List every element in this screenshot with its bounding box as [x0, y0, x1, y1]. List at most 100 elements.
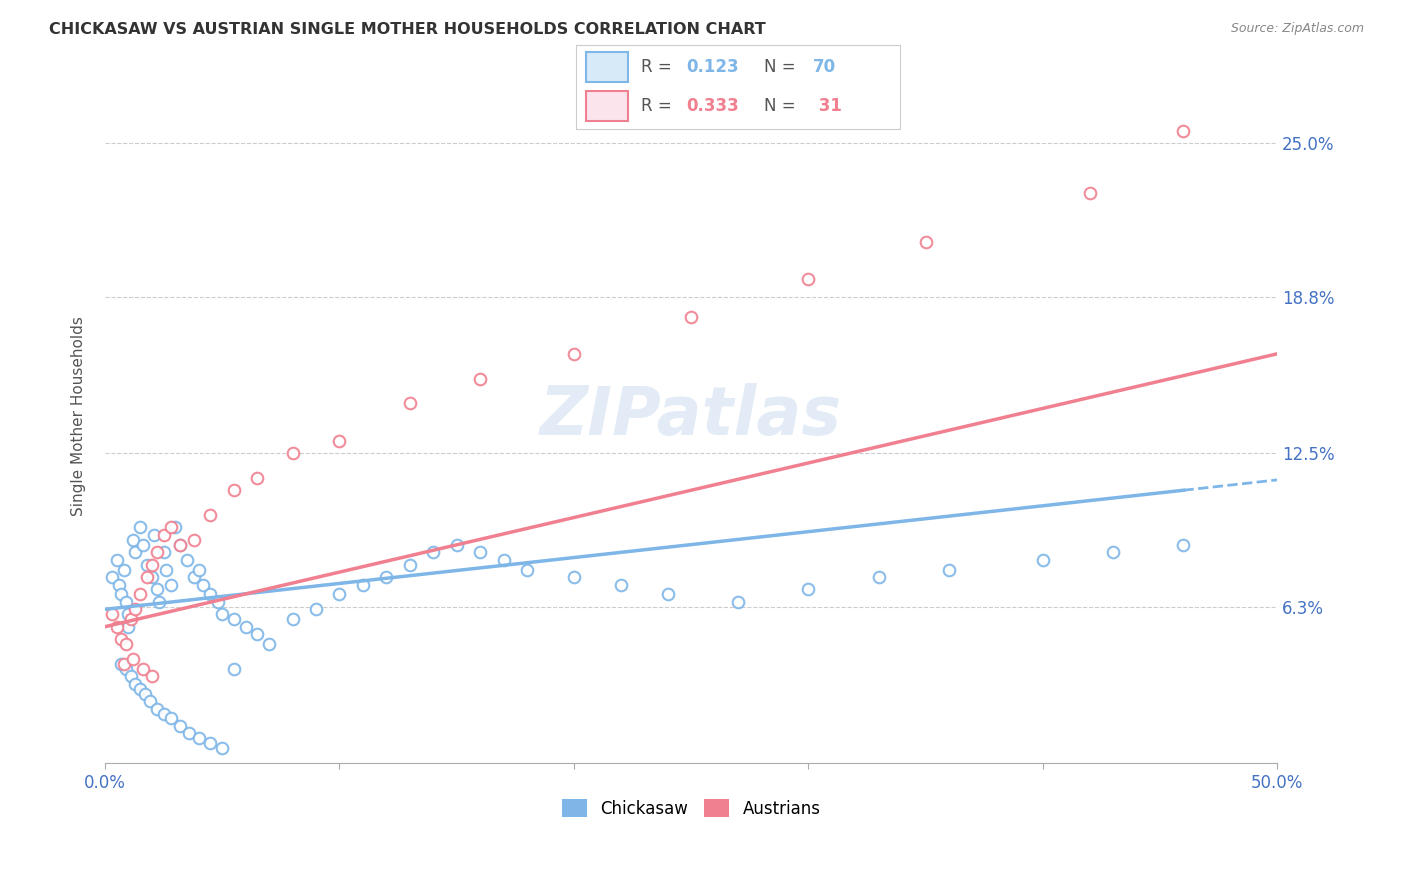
Point — [797, 582, 820, 597]
Point — [868, 570, 890, 584]
Point — [222, 662, 245, 676]
Point — [468, 371, 491, 385]
Point — [200, 736, 222, 750]
Point — [179, 726, 201, 740]
Point — [200, 508, 222, 522]
Point — [110, 587, 132, 601]
Point — [914, 235, 936, 249]
Point — [143, 528, 166, 542]
Point — [211, 741, 233, 756]
Point — [938, 563, 960, 577]
Point — [129, 587, 152, 601]
Legend: Chickasaw, Austrians: Chickasaw, Austrians — [555, 793, 827, 824]
Text: R =: R = — [641, 96, 678, 114]
FancyBboxPatch shape — [586, 53, 628, 82]
Point — [446, 538, 468, 552]
Point — [141, 558, 163, 572]
Point — [1102, 545, 1125, 559]
Point — [492, 552, 515, 566]
Point — [468, 545, 491, 559]
Point — [145, 582, 167, 597]
Point — [115, 595, 138, 609]
Y-axis label: Single Mother Households: Single Mother Households — [72, 316, 86, 516]
Point — [112, 657, 135, 671]
Point — [610, 577, 633, 591]
Point — [169, 538, 191, 552]
Point — [328, 434, 350, 448]
Point — [281, 612, 304, 626]
Point — [207, 595, 229, 609]
Point — [1173, 123, 1195, 137]
Point — [211, 607, 233, 622]
Point — [134, 687, 156, 701]
Point — [222, 483, 245, 498]
Point — [115, 637, 138, 651]
Point — [129, 520, 152, 534]
Point — [352, 577, 374, 591]
Point — [105, 552, 128, 566]
Point — [183, 570, 205, 584]
Point — [246, 627, 269, 641]
Text: ZIPatlas: ZIPatlas — [540, 383, 842, 449]
Point — [398, 396, 420, 410]
Text: N =: N = — [763, 96, 801, 114]
Text: 70: 70 — [813, 58, 835, 76]
Point — [148, 595, 170, 609]
Text: 0.123: 0.123 — [686, 58, 740, 76]
Point — [120, 612, 142, 626]
Point — [183, 533, 205, 547]
Point — [129, 681, 152, 696]
Point — [422, 545, 444, 559]
Point — [657, 587, 679, 601]
Point — [222, 612, 245, 626]
Text: R =: R = — [641, 58, 678, 76]
Point — [131, 662, 153, 676]
Point — [165, 520, 187, 534]
Point — [516, 563, 538, 577]
Point — [257, 637, 280, 651]
Point — [101, 570, 124, 584]
Point — [562, 570, 585, 584]
Text: 31: 31 — [813, 96, 841, 114]
Point — [117, 620, 139, 634]
Text: N =: N = — [763, 58, 801, 76]
Point — [375, 570, 398, 584]
Point — [152, 545, 174, 559]
Point — [122, 652, 145, 666]
Point — [141, 669, 163, 683]
Point — [159, 577, 181, 591]
Point — [101, 607, 124, 622]
Point — [131, 538, 153, 552]
Point — [176, 552, 198, 566]
Point — [136, 558, 159, 572]
Point — [141, 570, 163, 584]
Point — [124, 677, 146, 691]
Point — [145, 545, 167, 559]
Point — [797, 272, 820, 286]
Point — [112, 563, 135, 577]
Point — [105, 620, 128, 634]
Text: Source: ZipAtlas.com: Source: ZipAtlas.com — [1230, 22, 1364, 36]
Point — [136, 570, 159, 584]
FancyBboxPatch shape — [586, 91, 628, 120]
Point — [152, 528, 174, 542]
Point — [193, 577, 215, 591]
Point — [562, 347, 585, 361]
Point — [122, 533, 145, 547]
Point — [169, 538, 191, 552]
Point — [145, 701, 167, 715]
Point — [124, 545, 146, 559]
Text: 0.333: 0.333 — [686, 96, 740, 114]
Point — [246, 471, 269, 485]
Point — [281, 446, 304, 460]
Point — [727, 595, 749, 609]
Point — [1032, 552, 1054, 566]
Text: CHICKASAW VS AUSTRIAN SINGLE MOTHER HOUSEHOLDS CORRELATION CHART: CHICKASAW VS AUSTRIAN SINGLE MOTHER HOUS… — [49, 22, 766, 37]
Point — [152, 706, 174, 721]
Point — [187, 563, 209, 577]
Point — [1078, 186, 1101, 200]
Point — [398, 558, 420, 572]
Point — [110, 657, 132, 671]
Point — [115, 662, 138, 676]
Point — [124, 602, 146, 616]
